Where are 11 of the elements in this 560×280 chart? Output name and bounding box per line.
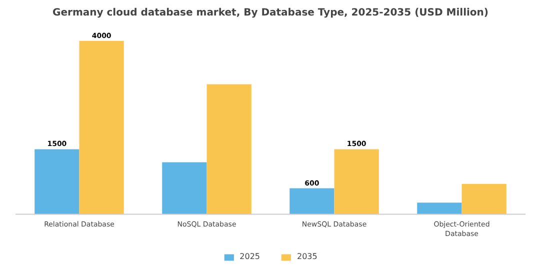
legend-label: 2025 (240, 252, 260, 261)
bar (206, 84, 252, 214)
bar (79, 40, 124, 214)
bar (462, 184, 506, 214)
legend-label: 2035 (297, 252, 318, 261)
bar (334, 149, 379, 214)
chart-title: Germany cloud database market, By Database Type, 2025-2035 (USD Million) (52, 8, 488, 18)
bar (417, 202, 462, 214)
bar (34, 149, 80, 214)
bar (290, 188, 334, 214)
bar (162, 162, 207, 214)
